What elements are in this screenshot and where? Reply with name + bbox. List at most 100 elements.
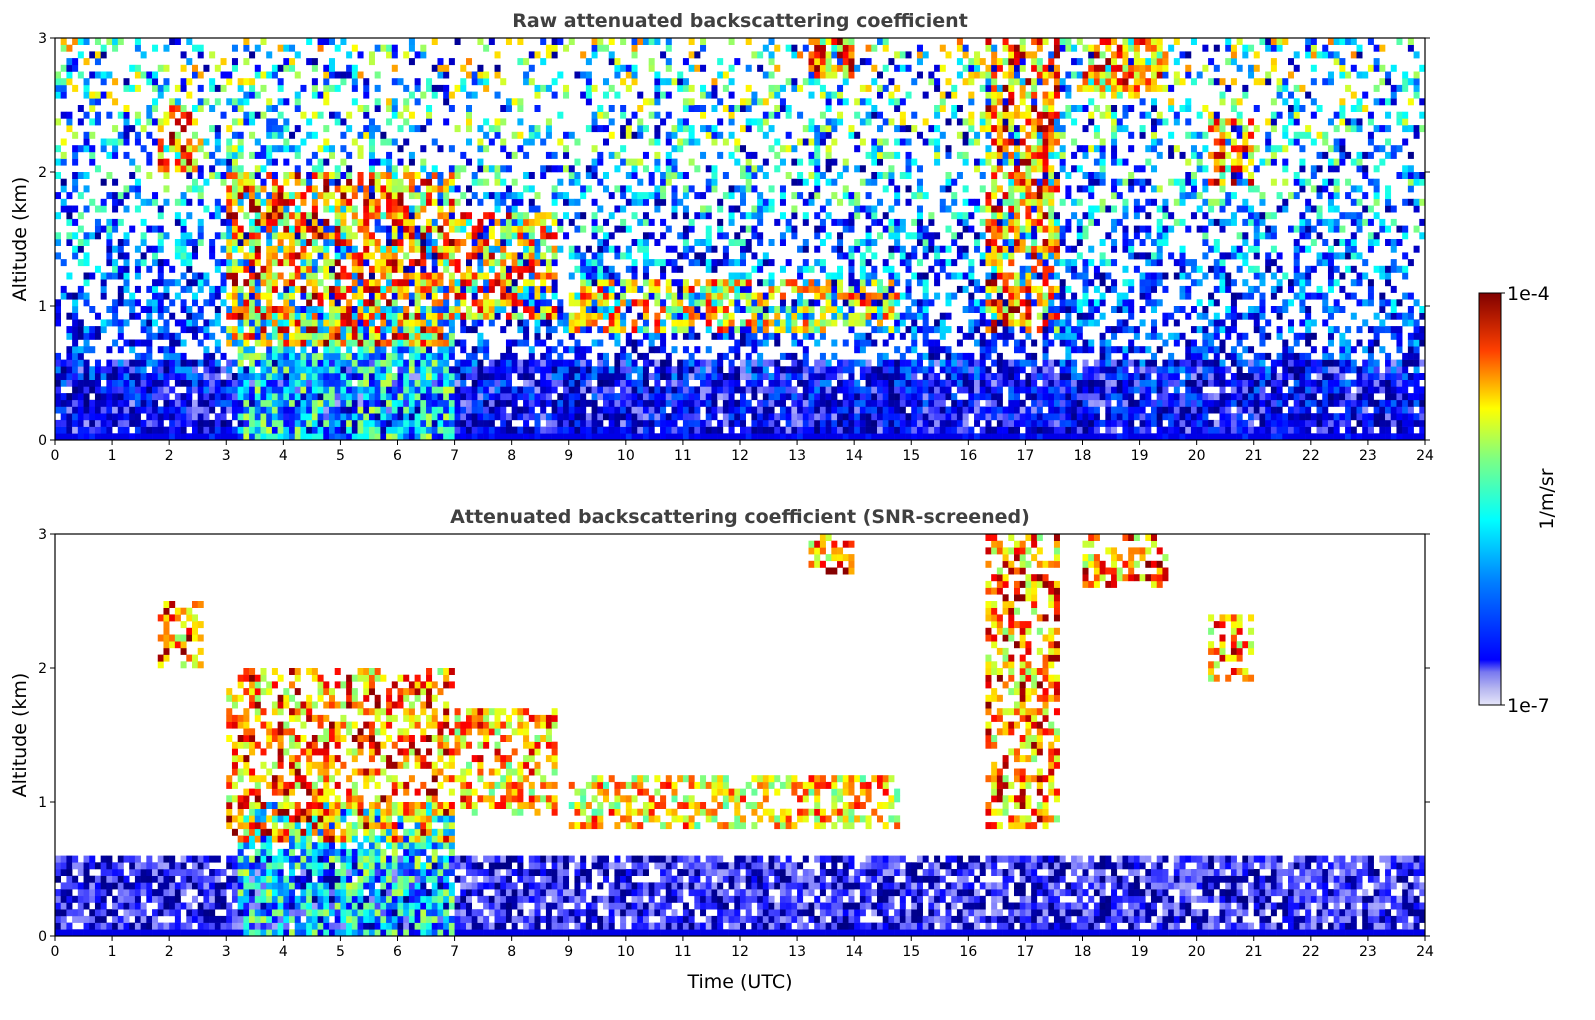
heatmap-cell	[786, 78, 792, 85]
heatmap-cell	[626, 360, 632, 367]
heatmap-cell	[626, 380, 632, 387]
heatmap-cell	[797, 192, 803, 199]
heatmap-cell	[546, 373, 552, 380]
heatmap-cell	[546, 333, 552, 340]
heatmap-cell	[101, 293, 107, 300]
heatmap-cell	[620, 125, 626, 132]
heatmap-cell	[415, 393, 421, 400]
heatmap-cell	[266, 333, 272, 340]
heatmap-cell	[506, 206, 512, 213]
heatmap-cell	[614, 152, 620, 159]
heatmap-cell	[295, 373, 301, 380]
heatmap-cell	[403, 172, 409, 179]
heatmap-cell	[489, 360, 495, 367]
heatmap-cell	[580, 293, 586, 300]
heatmap-cell	[312, 58, 318, 65]
heatmap-cell	[106, 92, 112, 99]
heatmap-cell	[546, 132, 552, 139]
heatmap-cell	[112, 125, 118, 132]
heatmap-cell	[814, 185, 820, 192]
heatmap-cell	[677, 407, 683, 414]
heatmap-cell	[586, 125, 592, 132]
heatmap-cell	[757, 433, 763, 440]
heatmap-cell	[552, 366, 558, 373]
heatmap-cell	[295, 400, 301, 407]
heatmap-cell	[826, 145, 832, 152]
heatmap-cell	[283, 246, 289, 253]
heatmap-cell	[643, 433, 649, 440]
heatmap-cell	[626, 420, 632, 427]
heatmap-cell	[460, 319, 466, 326]
heatmap-cell	[769, 386, 775, 393]
heatmap-cell	[363, 313, 369, 320]
heatmap-cell	[283, 159, 289, 166]
heatmap-cell	[95, 112, 101, 119]
heatmap-cell	[66, 72, 72, 79]
heatmap-cell	[791, 85, 797, 92]
heatmap-cell	[266, 360, 272, 367]
heatmap-cell	[272, 413, 278, 420]
heatmap-cell	[198, 313, 204, 320]
heatmap-cell	[181, 306, 187, 313]
heatmap-cell	[649, 58, 655, 65]
heatmap-cell	[654, 313, 660, 320]
heatmap-cell	[620, 400, 626, 407]
heatmap-cell	[569, 165, 575, 172]
heatmap-cell	[55, 433, 61, 440]
heatmap-cell	[318, 172, 324, 179]
heatmap-cell	[449, 420, 455, 427]
heatmap-cell	[95, 380, 101, 387]
heatmap-cell	[517, 427, 523, 434]
heatmap-cell	[495, 219, 501, 226]
heatmap-cell	[335, 246, 341, 253]
heatmap-cell	[432, 226, 438, 233]
heatmap-cell	[437, 340, 443, 347]
heatmap-cell	[683, 366, 689, 373]
heatmap-cell	[757, 420, 763, 427]
heatmap-cell	[261, 273, 267, 280]
heatmap-cell	[186, 145, 192, 152]
heatmap-cell	[78, 427, 84, 434]
heatmap-cell	[740, 400, 746, 407]
heatmap-cell	[769, 333, 775, 340]
heatmap-cell	[272, 360, 278, 367]
heatmap-cell	[375, 105, 381, 112]
heatmap-cell	[340, 252, 346, 259]
heatmap-cell	[609, 51, 615, 58]
heatmap-cell	[426, 393, 432, 400]
heatmap-cell	[386, 232, 392, 239]
heatmap-cell	[312, 340, 318, 347]
heatmap-cell	[323, 206, 329, 213]
heatmap-cell	[614, 165, 620, 172]
heatmap-cell	[443, 346, 449, 353]
heatmap-cell	[580, 273, 586, 280]
heatmap-cell	[306, 239, 312, 246]
heatmap-cell	[848, 72, 854, 79]
heatmap-cell	[181, 165, 187, 172]
heatmap-cell	[723, 319, 729, 326]
heatmap-cell	[614, 313, 620, 320]
heatmap-cell	[215, 172, 221, 179]
heatmap-cell	[769, 413, 775, 420]
heatmap-cell	[295, 206, 301, 213]
heatmap-cell	[420, 125, 426, 132]
heatmap-cell	[723, 353, 729, 360]
heatmap-cell	[529, 172, 535, 179]
heatmap-cell	[340, 239, 346, 246]
heatmap-cell	[466, 199, 472, 206]
heatmap-cell	[500, 139, 506, 146]
heatmap-cell	[711, 333, 717, 340]
heatmap-cell	[89, 333, 95, 340]
heatmap-cell	[637, 373, 643, 380]
heatmap-cell	[769, 51, 775, 58]
heatmap-cell	[403, 118, 409, 125]
heatmap-cell	[329, 420, 335, 427]
heatmap-cell	[826, 360, 832, 367]
heatmap-cell	[226, 246, 232, 253]
heatmap-cell	[460, 326, 466, 333]
heatmap-cell	[763, 118, 769, 125]
heatmap-cell	[620, 145, 626, 152]
heatmap-cell	[289, 212, 295, 219]
heatmap-cell	[152, 360, 158, 367]
heatmap-cell	[403, 293, 409, 300]
